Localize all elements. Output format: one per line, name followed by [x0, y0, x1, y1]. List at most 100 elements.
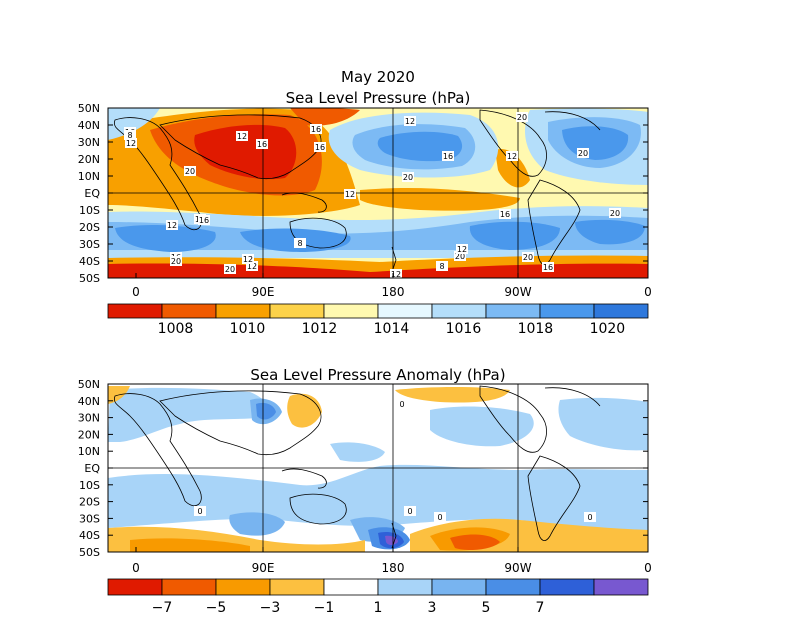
colorbar-swatch: [107, 578, 163, 596]
anomaly-contour-labels: 0 0 0 0 0: [194, 399, 596, 522]
colorbar-swatch: [377, 303, 433, 319]
contour-label-bg: [522, 252, 534, 262]
contour-label-bg: [170, 256, 182, 266]
slp-npac-high-1020: [377, 131, 463, 162]
slp-so-low-1008: [108, 263, 648, 278]
lat-tick-label: 40S: [79, 529, 100, 542]
lat-tick-label: 50N: [78, 102, 100, 115]
lat-tick-label: 10N: [78, 445, 100, 458]
anomaly-coastlines: [113, 385, 601, 549]
colorbar-label: 7: [536, 600, 545, 616]
lon-tick-label: 90W: [504, 561, 531, 575]
slp-lon-ticks: 0 90E 180 90W 0: [132, 273, 652, 299]
lon-tick-label: 0: [132, 561, 140, 575]
contour-label-bg: [436, 261, 448, 271]
colorbar-swatch: [323, 578, 379, 596]
chart-title: May 2020: [341, 68, 415, 86]
lat-tick-label: 50S: [79, 272, 100, 285]
contour-label-bg: [456, 244, 468, 254]
colorbar-swatch: [431, 303, 487, 319]
contour-label-bg: [404, 506, 416, 516]
colorbar-label: 5: [482, 600, 491, 616]
contour-label-bg: [499, 209, 511, 219]
colorbar-label: 1008: [158, 321, 194, 337]
anom-pos-2: [108, 387, 268, 442]
lat-tick-label: 50S: [79, 546, 100, 559]
lat-tick-label: EQ: [84, 187, 100, 200]
lat-tick-label: 20S: [79, 496, 100, 509]
contour-label-bg: [256, 139, 268, 149]
slp-gridlines: [108, 108, 648, 278]
anom-pos-9: [256, 402, 276, 420]
contour-label-bg: [396, 399, 408, 409]
lat-tick-label: 30S: [79, 512, 100, 525]
colorbar-swatch: [539, 578, 595, 596]
slp-asia-core: [194, 124, 297, 180]
colorbar-label: 1014: [374, 321, 410, 337]
colorbar-swatch: [107, 303, 163, 319]
contour-label: 12: [405, 117, 415, 126]
contour-label-bg: [294, 238, 306, 248]
contour-label: 16: [311, 125, 321, 134]
lat-tick-label: 30N: [78, 136, 100, 149]
slp-contour-labels: 1612162012162012128161220121612162020162…: [124, 112, 621, 278]
slp-lat-ticks: 50N 40N 30N 20N 10N EQ 10S 20S 30S 40S 50S: [78, 102, 648, 285]
contour-label: 16: [257, 140, 267, 149]
colorbar-label: 1016: [446, 321, 482, 337]
contour-label-bg: [184, 166, 196, 176]
lon-tick-label: 180: [382, 561, 405, 575]
contour-label: 20: [523, 253, 533, 262]
contour-label-bg: [236, 131, 248, 141]
slp-sio-high: [115, 225, 216, 252]
anomaly-map: 0 0 0 0 0: [108, 384, 648, 552]
contour-label: 0: [437, 513, 442, 522]
anom-pos-5: [330, 442, 385, 462]
lat-tick-label: EQ: [84, 462, 100, 475]
colorbar-swatch: [539, 303, 595, 319]
contour-label-bg: [390, 269, 402, 278]
contour-label: 8: [439, 262, 444, 271]
colorbar-label: −7: [152, 600, 173, 616]
contour-label: 16: [500, 210, 510, 219]
lat-tick-label: 10N: [78, 170, 100, 183]
lat-tick-label: 30S: [79, 238, 100, 251]
contour-label: 0: [197, 507, 202, 516]
contour-label-bg: [516, 112, 528, 122]
contour-label: 8: [127, 131, 132, 140]
contour-label: 16: [443, 152, 453, 161]
anom-neg-1: [287, 393, 322, 428]
contour-label: 12: [345, 190, 355, 199]
lat-tick-label: 30N: [78, 412, 100, 425]
colorbar-label: −1: [314, 600, 335, 616]
anom-pos-3: [430, 406, 534, 447]
anom-neg-7: [450, 534, 500, 550]
contour-label-bg: [310, 124, 322, 134]
contour-label: 0: [399, 400, 404, 409]
lat-tick-label: 20N: [78, 153, 100, 166]
lat-tick-label: 10S: [79, 479, 100, 492]
colorbar-swatch: [215, 578, 271, 596]
contour-label: 0: [407, 507, 412, 516]
anom-neg-9: [560, 529, 648, 552]
contour-label: 16: [543, 263, 553, 272]
colorbar-swatch: [269, 578, 325, 596]
colorbar-label: −3: [260, 600, 281, 616]
slp-americas-low: [495, 149, 530, 188]
contour-label-bg: [124, 130, 136, 140]
anomaly-title: Sea Level Pressure Anomaly (hPa): [250, 366, 505, 384]
slp-sepac-high: [469, 221, 560, 250]
anomaly-colorbar: −7 −5 −3 −1 1 3 5 7: [107, 578, 649, 616]
contour-label: 12: [167, 221, 177, 230]
contour-label-bg: [506, 151, 518, 161]
colorbar-swatch: [485, 578, 541, 596]
contour-label: 12: [243, 255, 253, 264]
colorbar-swatch: [485, 303, 541, 319]
lon-tick-label: 0: [644, 285, 652, 299]
contour-label-bg: [609, 208, 621, 218]
contour-label: 16: [315, 143, 325, 152]
colorbar-swatch: [431, 578, 487, 596]
lon-tick-label: 0: [644, 561, 652, 575]
colorbar-label: 1020: [590, 321, 626, 337]
chart-subtitle: Sea Level Pressure (hPa): [286, 89, 471, 107]
